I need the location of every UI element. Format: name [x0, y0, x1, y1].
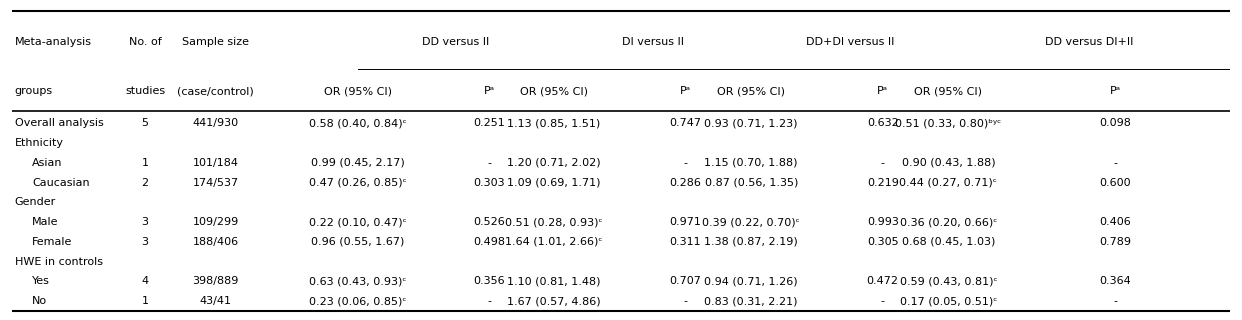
Text: 1: 1	[142, 296, 149, 306]
Text: DD versus DI+II: DD versus DI+II	[1045, 37, 1133, 47]
Text: 0.789: 0.789	[1099, 237, 1131, 247]
Text: 0.498: 0.498	[473, 237, 505, 247]
Text: 0.993: 0.993	[867, 217, 899, 227]
Text: 1: 1	[142, 158, 149, 168]
Text: 0.707: 0.707	[669, 276, 702, 286]
Text: 1.67 (0.57, 4.86): 1.67 (0.57, 4.86)	[507, 296, 601, 306]
Text: 0.364: 0.364	[1099, 276, 1131, 286]
Text: studies: studies	[125, 86, 165, 96]
Text: Female: Female	[32, 237, 72, 247]
Text: 0.93 (0.71, 1.23): 0.93 (0.71, 1.23)	[704, 118, 799, 128]
Text: -: -	[881, 296, 884, 306]
Text: 3: 3	[142, 237, 149, 247]
Text: 0.971: 0.971	[669, 217, 702, 227]
Text: No: No	[32, 296, 47, 306]
Text: Yes: Yes	[32, 276, 50, 286]
Text: Ethnicity: Ethnicity	[15, 138, 63, 148]
Text: 0.600: 0.600	[1099, 178, 1131, 188]
Text: 1.15 (0.70, 1.88): 1.15 (0.70, 1.88)	[704, 158, 799, 168]
Text: 0.22 (0.10, 0.47)ᶜ: 0.22 (0.10, 0.47)ᶜ	[309, 217, 407, 227]
Text: 1.10 (0.81, 1.48): 1.10 (0.81, 1.48)	[507, 276, 601, 286]
Text: 0.747: 0.747	[669, 118, 702, 128]
Text: 0.94 (0.71, 1.26): 0.94 (0.71, 1.26)	[704, 276, 799, 286]
Text: 3: 3	[142, 217, 149, 227]
Text: 0.251: 0.251	[473, 118, 505, 128]
Text: Pᵃ: Pᵃ	[877, 86, 888, 96]
Text: 0.303: 0.303	[473, 178, 505, 188]
Text: 174/537: 174/537	[193, 178, 238, 188]
Text: 188/406: 188/406	[193, 237, 238, 247]
Text: OR (95% CI): OR (95% CI)	[520, 86, 587, 96]
Text: 0.96 (0.55, 1.67): 0.96 (0.55, 1.67)	[312, 237, 405, 247]
Text: Meta-analysis: Meta-analysis	[15, 37, 92, 47]
Text: -: -	[881, 158, 884, 168]
Text: OR (95% CI): OR (95% CI)	[914, 86, 982, 96]
Text: (case/control): (case/control)	[178, 86, 255, 96]
Text: 0.58 (0.40, 0.84)ᶜ: 0.58 (0.40, 0.84)ᶜ	[309, 118, 407, 128]
Text: 0.36 (0.20, 0.66)ᶜ: 0.36 (0.20, 0.66)ᶜ	[899, 217, 997, 227]
Text: 0.632: 0.632	[867, 118, 898, 128]
Text: Overall analysis: Overall analysis	[15, 118, 103, 128]
Text: -: -	[683, 296, 688, 306]
Text: DD+DI versus II: DD+DI versus II	[806, 37, 894, 47]
Text: 0.63 (0.43, 0.93)ᶜ: 0.63 (0.43, 0.93)ᶜ	[309, 276, 407, 286]
Text: 0.098: 0.098	[1099, 118, 1131, 128]
Text: No. of: No. of	[129, 37, 161, 47]
Text: -: -	[1113, 296, 1117, 306]
Text: 4: 4	[142, 276, 149, 286]
Text: 0.44 (0.27, 0.71)ᶜ: 0.44 (0.27, 0.71)ᶜ	[899, 178, 997, 188]
Text: 0.39 (0.22, 0.70)ᶜ: 0.39 (0.22, 0.70)ᶜ	[703, 217, 800, 227]
Text: -: -	[1113, 158, 1117, 168]
Text: Caucasian: Caucasian	[32, 178, 89, 188]
Text: 0.406: 0.406	[1099, 217, 1131, 227]
Text: 0.305: 0.305	[867, 237, 898, 247]
Text: Sample size: Sample size	[183, 37, 250, 47]
Text: HWE in controls: HWE in controls	[15, 257, 103, 267]
Text: 441/930: 441/930	[193, 118, 238, 128]
Text: 2: 2	[142, 178, 149, 188]
Text: 0.472: 0.472	[867, 276, 899, 286]
Text: 101/184: 101/184	[193, 158, 238, 168]
Text: 43/41: 43/41	[200, 296, 232, 306]
Text: DI versus II: DI versus II	[622, 37, 683, 47]
Text: -: -	[683, 158, 688, 168]
Text: 0.51 (0.28, 0.93)ᶜ: 0.51 (0.28, 0.93)ᶜ	[505, 217, 602, 227]
Text: 1.38 (0.87, 2.19): 1.38 (0.87, 2.19)	[704, 237, 799, 247]
Text: 0.47 (0.26, 0.85)ᶜ: 0.47 (0.26, 0.85)ᶜ	[309, 178, 407, 188]
Text: 1.09 (0.69, 1.71): 1.09 (0.69, 1.71)	[507, 178, 601, 188]
Text: Gender: Gender	[15, 197, 56, 207]
Text: 1.64 (1.01, 2.66)ᶜ: 1.64 (1.01, 2.66)ᶜ	[505, 237, 602, 247]
Text: DD versus II: DD versus II	[422, 37, 489, 47]
Text: 0.219: 0.219	[867, 178, 899, 188]
Text: 109/299: 109/299	[193, 217, 238, 227]
Text: -: -	[488, 158, 492, 168]
Text: 0.356: 0.356	[473, 276, 505, 286]
Text: 0.526: 0.526	[473, 217, 505, 227]
Text: Pᵃ: Pᵃ	[679, 86, 691, 96]
Text: 0.99 (0.45, 2.17): 0.99 (0.45, 2.17)	[312, 158, 405, 168]
Text: 0.59 (0.43, 0.81)ᶜ: 0.59 (0.43, 0.81)ᶜ	[899, 276, 997, 286]
Text: 398/889: 398/889	[193, 276, 238, 286]
Text: 0.87 (0.56, 1.35): 0.87 (0.56, 1.35)	[704, 178, 797, 188]
Text: 0.51 (0.33, 0.80)ᵇʸᶜ: 0.51 (0.33, 0.80)ᵇʸᶜ	[895, 118, 1001, 128]
Text: 1.20 (0.71, 2.02): 1.20 (0.71, 2.02)	[507, 158, 601, 168]
Text: Pᵃ: Pᵃ	[1109, 86, 1120, 96]
Text: 0.311: 0.311	[669, 237, 702, 247]
Text: 0.23 (0.06, 0.85)ᶜ: 0.23 (0.06, 0.85)ᶜ	[309, 296, 407, 306]
Text: 1.13 (0.85, 1.51): 1.13 (0.85, 1.51)	[508, 118, 601, 128]
Text: Asian: Asian	[32, 158, 62, 168]
Text: -: -	[488, 296, 492, 306]
Text: 0.90 (0.43, 1.88): 0.90 (0.43, 1.88)	[902, 158, 995, 168]
Text: 0.17 (0.05, 0.51)ᶜ: 0.17 (0.05, 0.51)ᶜ	[899, 296, 997, 306]
Text: Pᵃ: Pᵃ	[484, 86, 496, 96]
Text: OR (95% CI): OR (95% CI)	[324, 86, 392, 96]
Text: OR (95% CI): OR (95% CI)	[717, 86, 785, 96]
Text: groups: groups	[15, 86, 53, 96]
Text: Male: Male	[32, 217, 58, 227]
Text: 0.68 (0.45, 1.03): 0.68 (0.45, 1.03)	[902, 237, 995, 247]
Text: 0.83 (0.31, 2.21): 0.83 (0.31, 2.21)	[704, 296, 799, 306]
Text: 0.286: 0.286	[669, 178, 702, 188]
Text: 5: 5	[142, 118, 149, 128]
